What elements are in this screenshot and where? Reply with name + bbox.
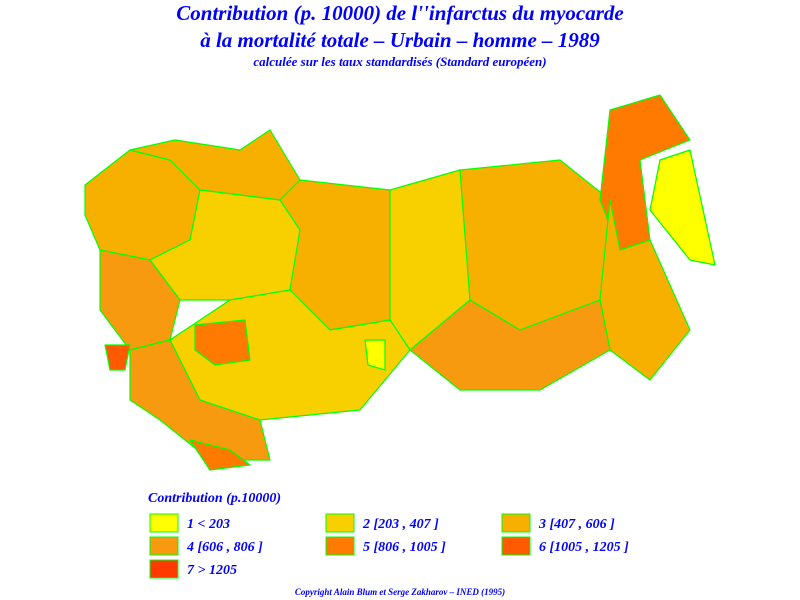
legend-swatch [501,513,531,533]
legend-label: 2 [203 , 407 ] [362,517,439,532]
legend-title: Contribution (p.10000) [148,491,281,506]
legend-swatch [149,559,179,579]
region [364,339,386,371]
region [129,339,271,461]
legend-swatch [325,513,355,533]
legend-label: 6 [1005 , 1205 ] [539,540,629,555]
legend-label: 4 [606 , 806 ] [186,540,263,555]
legend-swatch [149,536,179,556]
legend: 1 < 203 2 [203 , 407 ] 3 [407 , 606 ] 4 [60… [149,513,629,579]
region [104,344,131,371]
legend-label: 3 [407 , 606 ] [538,517,615,532]
copyright: Copyright Alain Blum et Serge Zakharov –… [295,587,505,597]
legend-swatch [149,513,179,533]
region [409,299,611,391]
region [599,199,691,381]
subtitle: calculée sur les taux standardisés (Stan… [253,54,546,69]
legend-label: 5 [806 , 1005 ] [363,540,446,555]
title-line: à la mortalité totale – Urbain – homme –… [200,28,600,52]
legend-label: 7 > 1205 [187,563,237,578]
legend-label: 1 < 203 [187,517,230,532]
region [194,319,251,366]
legend-swatch [325,536,355,556]
title-line: Contribution (p. 10000) de l''infarctus … [176,1,623,25]
region [599,94,691,251]
map [84,94,716,471]
region [649,149,716,266]
legend-swatch [501,536,531,556]
region [189,439,251,471]
